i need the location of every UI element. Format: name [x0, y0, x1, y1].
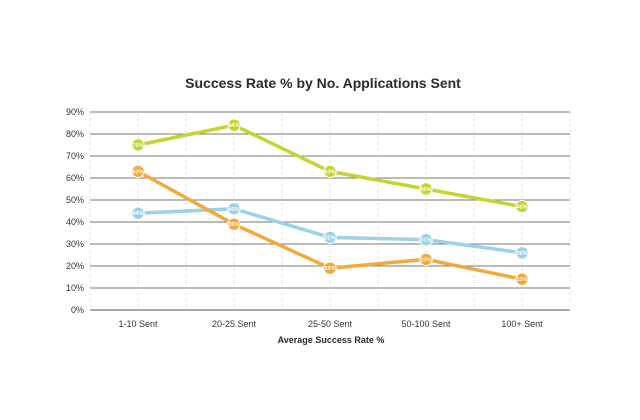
data-point-marker: [515, 246, 529, 260]
data-point-label: 63%: [132, 169, 143, 175]
x-tick-label: 100+ Sent: [501, 319, 543, 329]
data-point-marker: [515, 272, 529, 286]
data-point-marker: [323, 164, 337, 179]
data-point-marker: [131, 138, 145, 152]
axis-layer: 0% 10% 20% 30% 40% 50% 60% 70% 80% 90% 1-10 Sent 20…: [66, 107, 543, 329]
y-tick-label: 30%: [66, 239, 84, 249]
series-layer: 75% 84% 63% 55% 48% 44% 46% 32% 31% 26% 63% 39% 19% 2…: [131, 118, 529, 286]
y-tick-label: 20%: [66, 261, 84, 271]
data-point-label: 39%: [228, 222, 239, 228]
y-tick-label: 90%: [66, 107, 84, 117]
data-point-marker: [419, 182, 433, 196]
y-tick-label: 50%: [66, 195, 84, 205]
x-tick-label: 20-25 Sent: [212, 319, 257, 329]
data-point-marker: [131, 206, 145, 220]
data-point-label: 84%: [228, 123, 239, 129]
data-point-label: 19%: [324, 266, 335, 272]
data-point-marker: [227, 202, 241, 216]
data-point-label: 44%: [132, 211, 143, 217]
data-point-label: 31%: [420, 238, 431, 244]
data-point-marker: [131, 164, 145, 179]
x-tick-label: 1-10 Sent: [118, 319, 158, 329]
data-point-label: 26%: [516, 251, 527, 257]
data-point-marker: [227, 118, 241, 132]
data-point-marker: [227, 217, 241, 231]
data-point-marker: [419, 232, 433, 247]
data-point-marker: [515, 199, 529, 214]
data-point-marker: [323, 230, 337, 245]
y-tick-label: 40%: [66, 217, 84, 227]
y-tick-label: 0%: [71, 305, 84, 315]
data-point-label: 75%: [132, 143, 143, 149]
data-point-marker: [323, 261, 337, 275]
x-tick-label: 50-100 Sent: [401, 319, 451, 329]
data-point-marker: [419, 252, 433, 267]
data-point-label: 13%: [516, 277, 527, 283]
y-tick-label: 70%: [66, 151, 84, 161]
y-tick-label: 60%: [66, 173, 84, 183]
x-axis-label: Average Success Rate %: [278, 335, 385, 345]
x-tick-label: 25-50 Sent: [308, 319, 353, 329]
data-point-label: 55%: [420, 187, 431, 193]
data-point-label: 63%: [324, 169, 335, 175]
data-point-label: 46%: [228, 207, 239, 213]
data-point-label: 32%: [324, 235, 335, 241]
y-tick-label: 80%: [66, 129, 84, 139]
y-tick-label: 10%: [66, 283, 84, 293]
data-point-label: 23%: [420, 257, 431, 263]
data-point-label: 48%: [516, 205, 527, 211]
chart-title: Success Rate % by No. Applications Sent: [185, 75, 461, 91]
